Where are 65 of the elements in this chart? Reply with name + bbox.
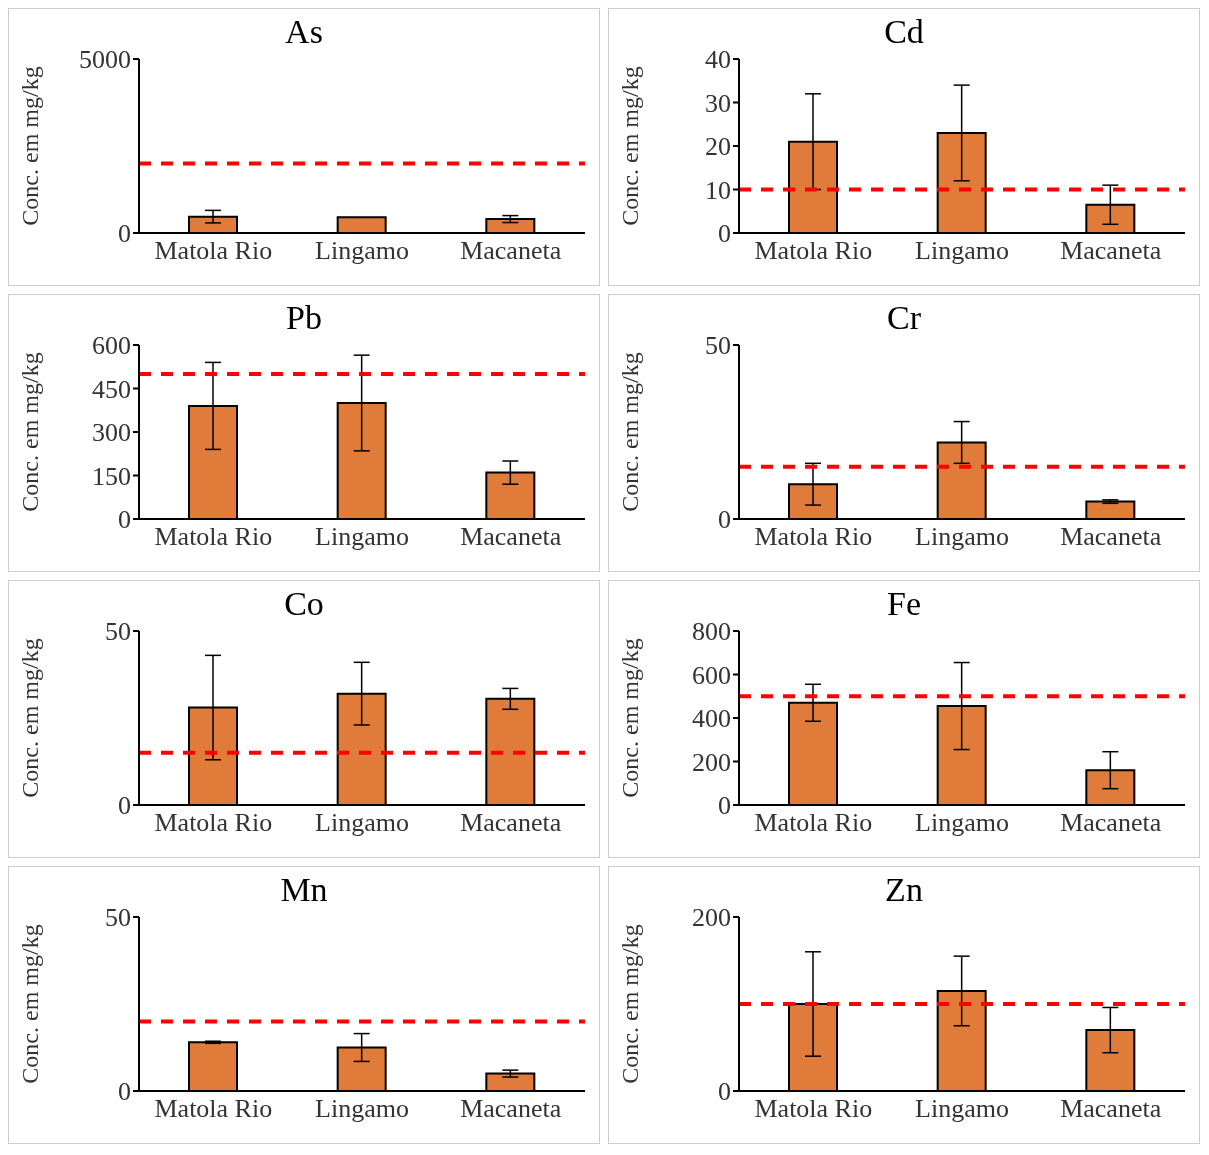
y-tick-label: 150 xyxy=(92,461,131,491)
y-tick-label: 200 xyxy=(692,903,731,933)
y-tick-label: 50 xyxy=(705,331,731,361)
x-tick-label: Macaneta xyxy=(460,236,562,266)
x-tick-label: Macaneta xyxy=(1060,522,1162,552)
x-tick-label: Matola Rio xyxy=(754,522,873,552)
chart-title: Mn xyxy=(280,871,328,908)
x-tick-label: Macaneta xyxy=(460,522,562,552)
y-tick-label: 600 xyxy=(92,331,131,361)
chart-title: Co xyxy=(284,585,324,622)
x-tick-label: Lingamo xyxy=(315,236,409,266)
x-tick-label: Lingamo xyxy=(315,522,409,552)
y-axis-title: Conc. em mg/kg xyxy=(616,638,643,798)
y-tick-label: 800 xyxy=(692,617,731,647)
chart-title: Cr xyxy=(887,299,921,336)
y-tick-label: 40 xyxy=(705,45,731,75)
y-tick-label: 0 xyxy=(118,791,131,821)
x-tick-label: Lingamo xyxy=(915,808,1009,838)
x-tick-label: Matola Rio xyxy=(154,808,273,838)
x-tick-label: Matola Rio xyxy=(754,808,873,838)
chart-title: Cd xyxy=(884,13,924,50)
y-axis-title: Conc. em mg/kg xyxy=(16,352,43,512)
y-axis-title: Conc. em mg/kg xyxy=(16,924,43,1084)
y-tick-label: 50 xyxy=(105,903,131,933)
y-tick-label: 0 xyxy=(718,219,731,249)
chart-title: As xyxy=(285,13,323,50)
y-tick-label: 450 xyxy=(92,374,131,404)
x-tick-label: Matola Rio xyxy=(154,1094,273,1124)
chart-title: Fe xyxy=(887,585,921,622)
x-tick-label: Lingamo xyxy=(915,522,1009,552)
y-tick-label: 0 xyxy=(718,505,731,535)
x-tick-label: Lingamo xyxy=(915,236,1009,266)
x-tick-label: Macaneta xyxy=(460,808,562,838)
y-tick-label: 0 xyxy=(118,505,131,535)
y-tick-label: 0 xyxy=(718,791,731,821)
y-tick-label: 600 xyxy=(692,660,731,690)
y-tick-label: 10 xyxy=(705,175,731,205)
x-tick-label: Lingamo xyxy=(315,808,409,838)
y-tick-label: 400 xyxy=(692,704,731,734)
y-axis-title: Conc. em mg/kg xyxy=(16,66,43,226)
y-tick-label: 0 xyxy=(718,1077,731,1107)
y-axis-title: Conc. em mg/kg xyxy=(16,638,43,798)
y-tick-label: 0 xyxy=(118,219,131,249)
y-tick-label: 5000 xyxy=(79,45,131,75)
y-axis-title: Conc. em mg/kg xyxy=(616,352,643,512)
x-tick-label: Macaneta xyxy=(1060,1094,1162,1124)
y-tick-label: 20 xyxy=(705,132,731,162)
y-tick-label: 200 xyxy=(692,747,731,777)
x-tick-label: Matola Rio xyxy=(154,236,273,266)
x-tick-label: Macaneta xyxy=(1060,808,1162,838)
x-tick-label: Lingamo xyxy=(315,1094,409,1124)
chart-title: Zn xyxy=(885,871,923,908)
y-tick-label: 300 xyxy=(92,418,131,448)
x-tick-label: Macaneta xyxy=(460,1094,562,1124)
chart-title: Pb xyxy=(286,299,322,336)
y-axis-title: Conc. em mg/kg xyxy=(616,924,643,1084)
x-tick-label: Macaneta xyxy=(1060,236,1162,266)
x-tick-label: Lingamo xyxy=(915,1094,1009,1124)
x-tick-label: Matola Rio xyxy=(754,1094,873,1124)
y-axis-title: Conc. em mg/kg xyxy=(616,66,643,226)
y-tick-label: 50 xyxy=(105,617,131,647)
x-tick-label: Matola Rio xyxy=(154,522,273,552)
y-tick-label: 30 xyxy=(705,88,731,118)
y-tick-label: 0 xyxy=(118,1077,131,1107)
x-tick-label: Matola Rio xyxy=(754,236,873,266)
